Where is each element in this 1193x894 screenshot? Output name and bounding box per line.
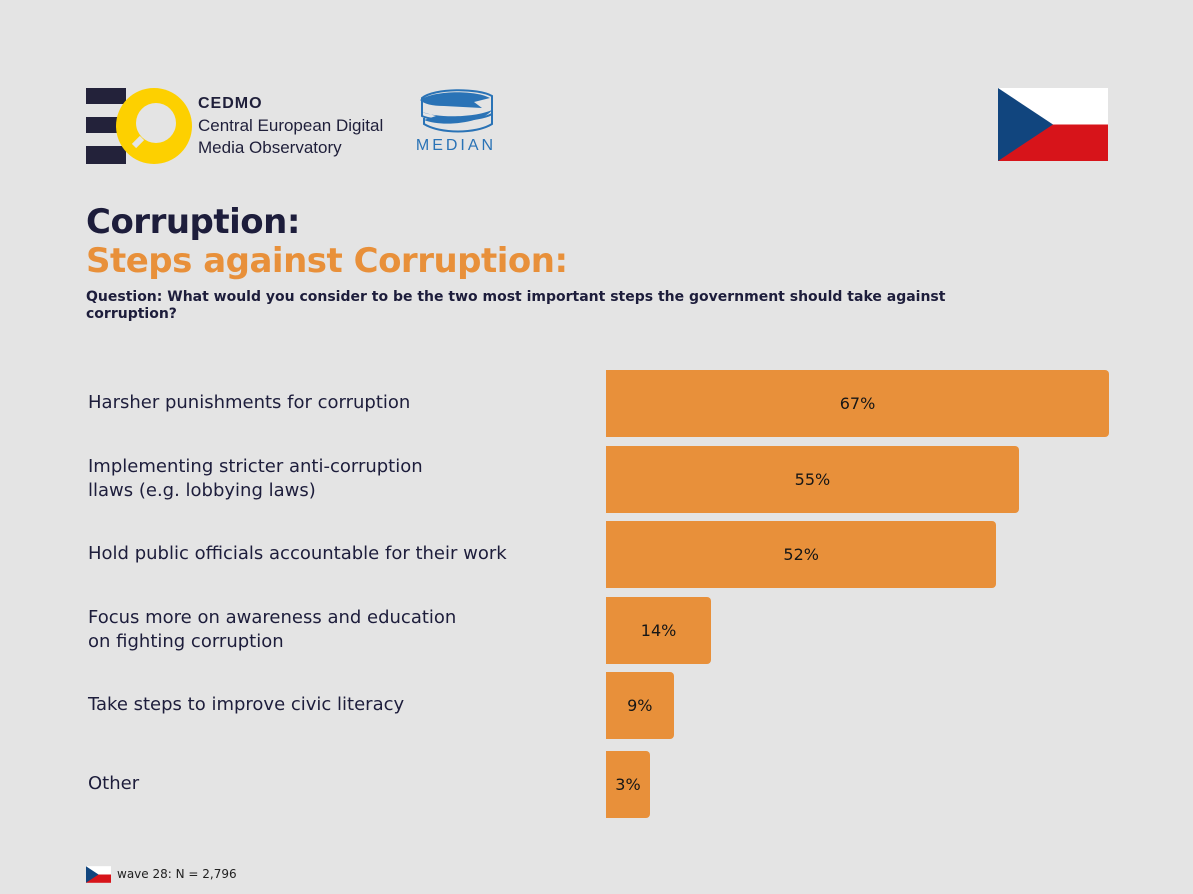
median-wordmark: MEDIAN bbox=[415, 137, 497, 154]
czech-flag-icon bbox=[998, 88, 1108, 161]
page-subtitle: Steps against Corruption: bbox=[86, 241, 568, 281]
bar-value-label: 67% bbox=[839, 394, 876, 413]
category-label: Implementing stricter anti-corruption lla… bbox=[88, 455, 588, 503]
cedmo-line2: Media Observatory bbox=[198, 138, 342, 157]
cedmo-line1: Central European Digital bbox=[198, 116, 384, 135]
category-label: Harsher punishments for corruption bbox=[88, 391, 588, 415]
czech-flag-small-icon bbox=[86, 866, 111, 883]
cedmo-logo bbox=[86, 88, 192, 164]
page-title: Corruption: bbox=[86, 202, 300, 242]
category-label-line: Harsher punishments for corruption bbox=[88, 392, 411, 413]
bar-value-label: 14% bbox=[640, 621, 677, 640]
bar: 67% bbox=[606, 370, 1109, 437]
bar: 55% bbox=[606, 446, 1019, 513]
category-label: Other bbox=[88, 772, 588, 796]
category-label-line: Take steps to improve civic literacy bbox=[88, 694, 405, 715]
category-label-line: Implementing stricter anti-corruption bbox=[88, 456, 423, 477]
bar-value-label: 9% bbox=[627, 696, 653, 715]
category-label-line: Focus more on awareness and education bbox=[88, 607, 457, 628]
category-label: Focus more on awareness and education on … bbox=[88, 606, 588, 654]
cedmo-wordmark: CEDMO Central European Digital Media Obs… bbox=[198, 93, 383, 159]
category-label-line: on fighting corruption bbox=[88, 631, 284, 652]
question-text: Question: What would you consider to be … bbox=[86, 289, 946, 322]
bar: 14% bbox=[606, 597, 712, 664]
bar-value-label: 3% bbox=[615, 775, 641, 794]
cedmo-name: CEDMO bbox=[198, 95, 263, 112]
category-label: Hold public officials accountable for th… bbox=[88, 542, 588, 566]
category-label-line: Hold public officials accountable for th… bbox=[88, 543, 507, 564]
sample-size-note: wave 28: N = 2,796 bbox=[117, 867, 237, 881]
bar: 52% bbox=[606, 521, 997, 588]
category-label: Take steps to improve civic literacy bbox=[88, 693, 588, 717]
bar-value-label: 55% bbox=[794, 470, 831, 489]
category-label-line: llaws (e.g. lobbying laws) bbox=[88, 480, 316, 501]
category-label-line: Other bbox=[88, 773, 140, 794]
bar: 3% bbox=[606, 751, 650, 818]
bar-value-label: 52% bbox=[783, 545, 819, 564]
median-logo bbox=[420, 89, 493, 133]
bar: 9% bbox=[606, 672, 674, 739]
